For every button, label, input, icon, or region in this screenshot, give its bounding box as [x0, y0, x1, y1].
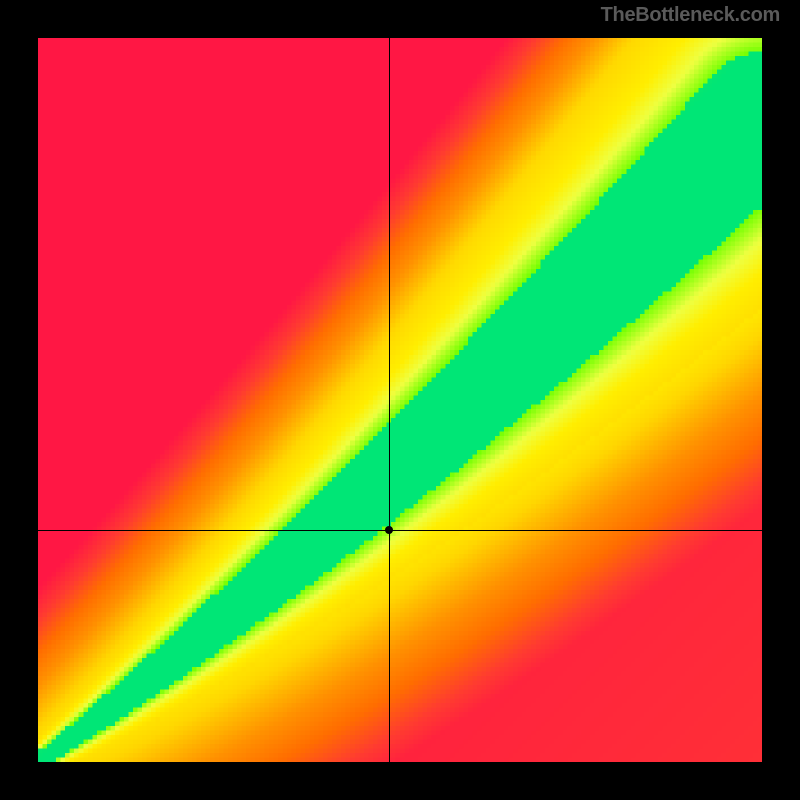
attribution-label: TheBottleneck.com	[601, 4, 780, 27]
heatmap-canvas	[38, 38, 762, 762]
crosshair-vertical	[389, 38, 390, 762]
plot-area	[38, 38, 762, 762]
crosshair-marker	[385, 526, 393, 534]
chart-container: TheBottleneck.com	[0, 0, 800, 800]
crosshair-horizontal	[38, 530, 762, 531]
